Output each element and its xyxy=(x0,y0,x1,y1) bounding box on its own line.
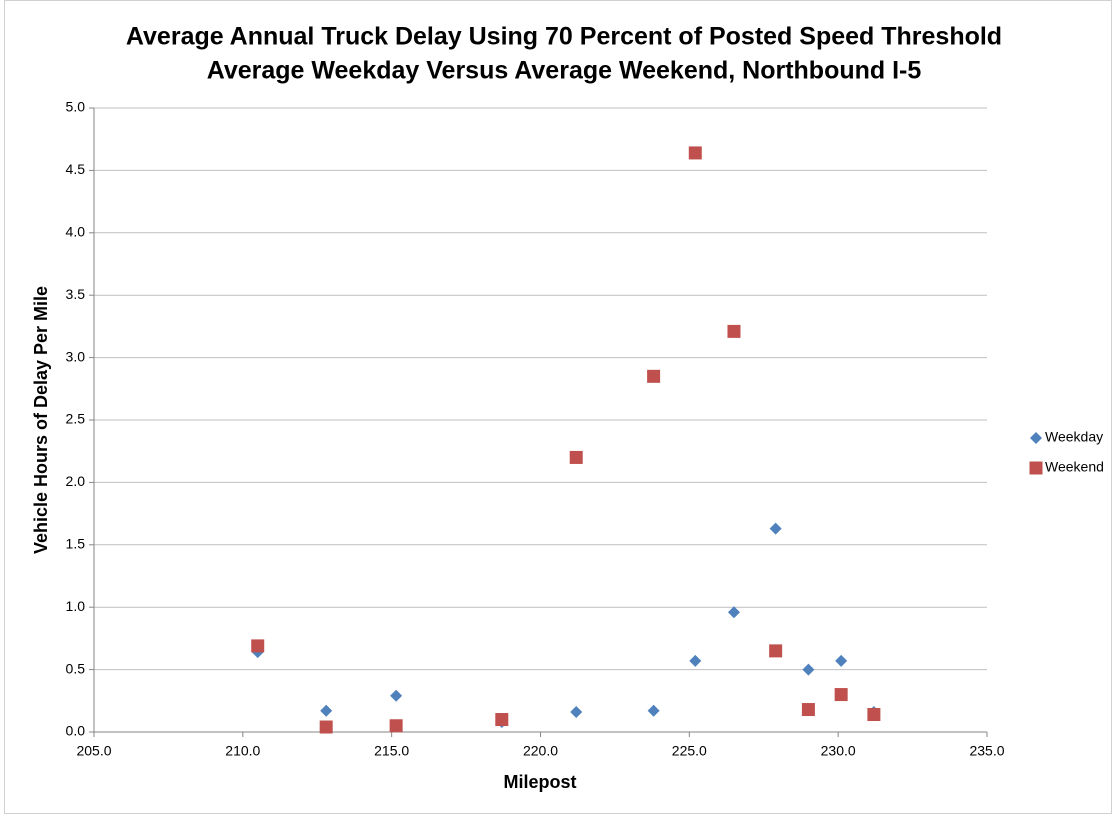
y-tick-label: 5.0 xyxy=(66,99,86,115)
legend-marker xyxy=(1030,432,1042,444)
chart-subtitle: Average Weekday Versus Average Weekend, … xyxy=(207,57,922,85)
data-point xyxy=(769,522,782,535)
x-tick-label: 215.0 xyxy=(374,743,409,759)
data-point xyxy=(320,704,333,717)
x-tick-label: 210.0 xyxy=(225,743,260,759)
y-tick-label: 2.0 xyxy=(66,473,86,489)
x-tick-label: 230.0 xyxy=(821,743,856,759)
y-tick-label: 0.5 xyxy=(66,660,86,676)
legend-marker xyxy=(1029,461,1043,475)
data-point xyxy=(727,324,741,338)
legend-label: Weekend xyxy=(1045,459,1104,475)
y-tick-label: 1.5 xyxy=(66,536,86,552)
data-point xyxy=(251,639,265,653)
data-point xyxy=(647,369,661,383)
y-tick-label: 3.0 xyxy=(66,348,86,364)
chart-title: Average Annual Truck Delay Using 70 Perc… xyxy=(126,23,1002,51)
x-tick-label: 220.0 xyxy=(523,743,558,759)
data-point xyxy=(801,703,815,717)
y-tick-label: 4.0 xyxy=(66,224,86,240)
data-point xyxy=(769,644,783,658)
y-tick-label: 3.5 xyxy=(66,286,86,302)
x-axis-title: Milepost xyxy=(503,772,576,792)
data-point xyxy=(835,654,848,667)
data-point xyxy=(689,654,702,667)
data-point xyxy=(495,713,509,727)
data-point xyxy=(570,706,583,719)
y-axis-title: Vehicle Hours of Delay Per Mile xyxy=(31,286,51,554)
data-point xyxy=(319,720,333,734)
data-point xyxy=(867,708,881,722)
legend-label: Weekday xyxy=(1045,429,1103,445)
data-point xyxy=(389,719,403,733)
data-point xyxy=(834,688,848,702)
data-point xyxy=(569,450,583,464)
x-tick-label: 205.0 xyxy=(76,743,111,759)
y-tick-label: 1.0 xyxy=(66,598,86,614)
data-point xyxy=(802,663,815,676)
data-point xyxy=(688,146,702,160)
x-tick-label: 225.0 xyxy=(672,743,707,759)
data-point xyxy=(390,689,403,702)
data-point xyxy=(647,704,660,717)
y-tick-label: 4.5 xyxy=(66,161,86,177)
data-point xyxy=(727,606,740,619)
y-tick-label: 2.5 xyxy=(66,411,86,427)
x-tick-label: 235.0 xyxy=(969,743,1004,759)
y-tick-label: 0.0 xyxy=(66,723,86,739)
chart-frame xyxy=(4,0,1112,814)
